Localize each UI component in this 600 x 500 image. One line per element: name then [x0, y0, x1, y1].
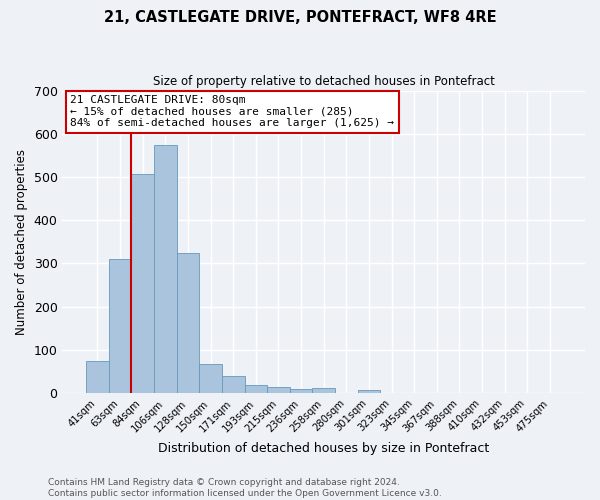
Bar [154, 146, 176, 393]
Bar [358, 390, 380, 393]
Text: 21, CASTLEGATE DRIVE, PONTEFRACT, WF8 4RE: 21, CASTLEGATE DRIVE, PONTEFRACT, WF8 4R… [104, 10, 496, 25]
Text: Contains HM Land Registry data © Crown copyright and database right 2024.
Contai: Contains HM Land Registry data © Crown c… [48, 478, 442, 498]
Bar [131, 174, 154, 393]
X-axis label: Distribution of detached houses by size in Pontefract: Distribution of detached houses by size … [158, 442, 490, 455]
Bar [313, 388, 335, 393]
Text: 21 CASTLEGATE DRIVE: 80sqm
← 15% of detached houses are smaller (285)
84% of sem: 21 CASTLEGATE DRIVE: 80sqm ← 15% of deta… [70, 95, 394, 128]
Y-axis label: Number of detached properties: Number of detached properties [15, 149, 28, 335]
Bar [86, 361, 109, 393]
Bar [109, 258, 131, 393]
Bar [245, 385, 267, 393]
Bar [199, 364, 222, 393]
Bar [222, 376, 245, 393]
Bar [176, 252, 199, 393]
Bar [267, 386, 290, 393]
Title: Size of property relative to detached houses in Pontefract: Size of property relative to detached ho… [153, 75, 494, 88]
Bar [290, 389, 313, 393]
